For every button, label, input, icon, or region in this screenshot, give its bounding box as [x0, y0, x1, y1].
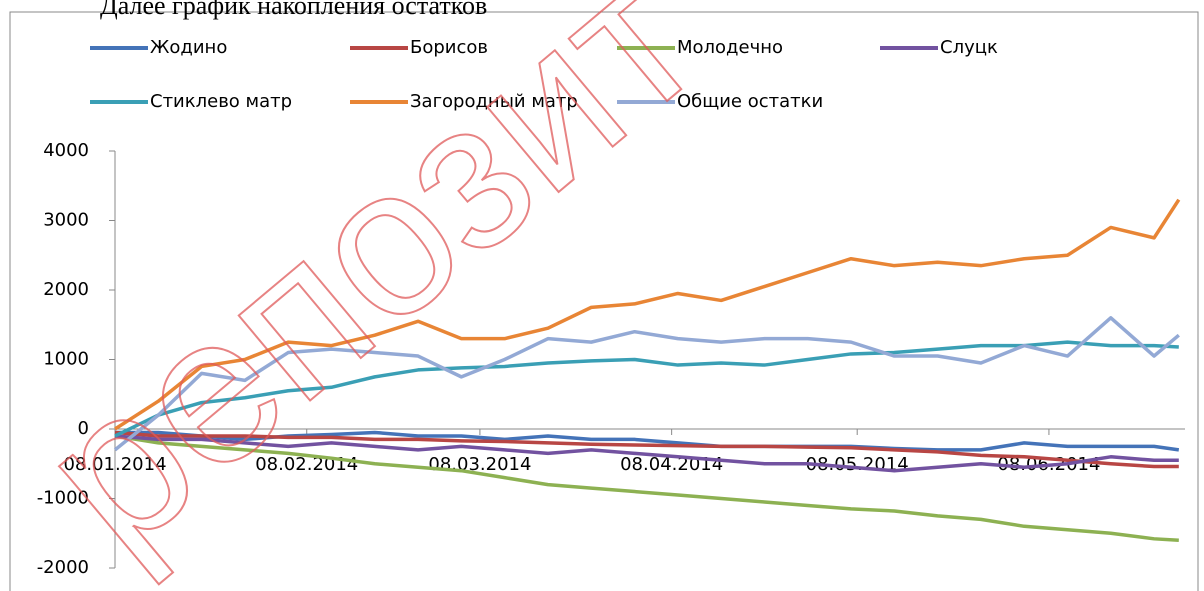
y-tick-label: -1000 — [37, 488, 89, 509]
y-tick-label: 3000 — [43, 210, 89, 231]
legend-label: Загородный матр — [410, 91, 578, 112]
x-tick-label: 08.01.2014 — [63, 454, 166, 475]
series-line — [114, 430, 1179, 469]
legend-label: Стиклево матр — [150, 91, 292, 112]
legend-label: Слуцк — [940, 37, 998, 58]
series-line — [114, 434, 1179, 542]
y-tick-label: 1000 — [43, 349, 89, 370]
y-tick-label: 4000 — [43, 140, 89, 161]
caption: Далее график накопления остатков — [100, 0, 487, 20]
legend-label: Жодино — [150, 37, 227, 58]
series-line — [114, 198, 1181, 431]
series-line — [114, 434, 1179, 473]
y-tick-label: 2000 — [43, 279, 89, 300]
legend-label: Молодечно — [677, 37, 783, 58]
y-tick-label: 0 — [78, 418, 89, 439]
legend-label: Общие остатки — [677, 91, 823, 112]
y-tick-label: -2000 — [37, 557, 89, 578]
legend-label: Борисов — [410, 37, 488, 58]
series-line — [113, 316, 1180, 452]
series-line — [114, 340, 1179, 438]
x-tick-label: 08.03.2014 — [428, 454, 531, 475]
chart-frame — [9, 11, 1199, 591]
